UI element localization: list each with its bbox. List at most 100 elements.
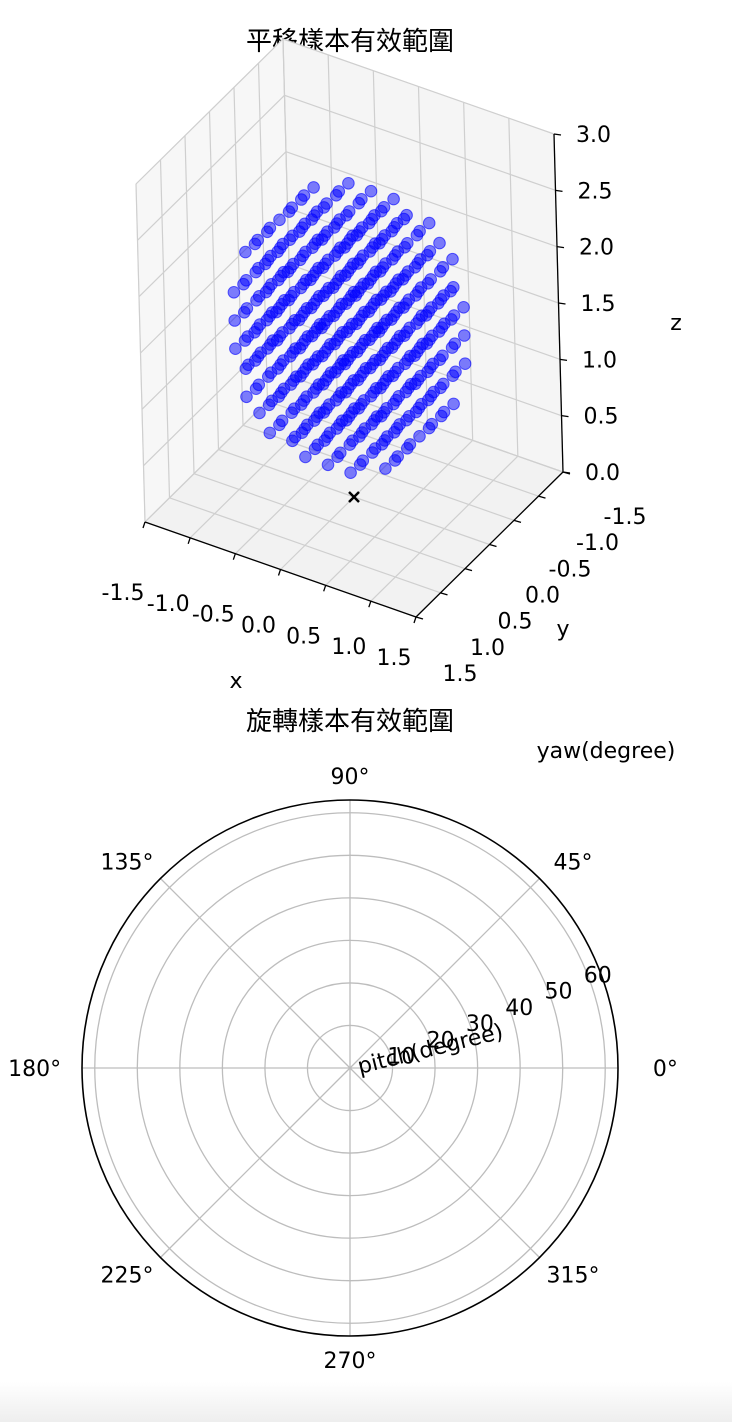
data-point <box>344 466 357 480</box>
data-point <box>401 265 415 278</box>
data-point <box>253 318 267 331</box>
grid-line <box>284 94 556 191</box>
data-point <box>275 414 289 428</box>
data-point <box>301 330 315 343</box>
data-point <box>364 184 378 198</box>
data-point <box>240 390 253 404</box>
data-point <box>286 229 299 243</box>
data-point <box>333 213 346 226</box>
data-point <box>402 293 416 307</box>
grid-line <box>285 151 558 248</box>
data-point <box>342 205 356 218</box>
data-point <box>253 406 266 420</box>
origin-marker <box>348 491 360 503</box>
x-tick-label: -1.5 <box>102 581 145 606</box>
data-point <box>277 354 290 367</box>
data-point <box>391 245 405 258</box>
data-point <box>263 221 277 235</box>
data-point <box>356 454 370 468</box>
theta-tick-label: 315° <box>546 1263 599 1288</box>
bottom-fade <box>0 1382 732 1422</box>
r-tick-label: 10 <box>387 1045 415 1070</box>
data-point <box>392 390 406 403</box>
data-point <box>370 382 383 395</box>
data-point <box>288 402 301 416</box>
data-point <box>265 278 278 291</box>
z-tick-mark <box>562 471 571 474</box>
data-point <box>425 301 438 314</box>
data-point <box>311 350 325 363</box>
z-tick-mark <box>558 302 566 305</box>
data-point <box>447 281 460 294</box>
data-point <box>414 253 427 266</box>
data-point <box>278 294 291 307</box>
z-tick-label: 3.0 <box>576 123 611 148</box>
data-point <box>446 252 459 266</box>
data-point <box>424 273 438 286</box>
data-point <box>437 377 450 391</box>
z-tick-label: 2.0 <box>579 236 614 261</box>
data-point <box>391 361 405 375</box>
data-point <box>336 326 349 339</box>
r-tick-label: 30 <box>466 1012 494 1037</box>
x-tick-mark <box>187 537 191 545</box>
data-point <box>242 358 255 372</box>
data-point <box>346 229 359 242</box>
y-tick-label: -1.5 <box>604 505 647 530</box>
y-tick-mark <box>415 616 424 620</box>
data-point <box>324 366 338 379</box>
data-point <box>449 365 462 379</box>
data-point <box>379 462 392 475</box>
data-point <box>380 402 393 415</box>
z-tick-label: 0.5 <box>584 405 619 430</box>
data-point <box>228 314 241 327</box>
x-tick-mark <box>368 600 372 608</box>
data-point <box>288 314 302 327</box>
data-point <box>310 205 324 218</box>
data-point <box>368 442 382 455</box>
angular-grid-line <box>160 878 351 1069</box>
data-point <box>264 366 278 380</box>
data-point <box>427 385 441 399</box>
data-point <box>404 377 418 391</box>
data-point <box>458 357 472 371</box>
data-point <box>426 357 440 371</box>
z-tick-label: 1.5 <box>581 292 616 317</box>
data-point <box>413 224 426 238</box>
data-point <box>393 301 406 315</box>
x-axis-label: x <box>229 669 242 694</box>
data-point <box>457 301 470 314</box>
data-point <box>356 249 370 262</box>
data-point <box>347 285 361 299</box>
data-point <box>251 233 265 247</box>
y-tick-label: -1.0 <box>576 531 619 556</box>
data-point <box>299 450 312 464</box>
data-point <box>437 289 451 302</box>
data-point <box>335 414 349 428</box>
data-point <box>335 297 349 311</box>
data-point <box>240 302 254 315</box>
data-point <box>299 245 312 259</box>
data-point <box>391 450 405 463</box>
data-points <box>227 177 472 503</box>
data-point <box>252 261 265 275</box>
grid-line <box>193 473 466 570</box>
x-tick-mark <box>232 553 236 560</box>
data-point <box>229 342 242 356</box>
theta-axis-label: yaw(degree) <box>537 739 676 764</box>
data-point <box>320 197 333 210</box>
angular-grid-line <box>349 878 540 1069</box>
data-point <box>321 458 335 472</box>
data-point <box>239 245 252 259</box>
data-point <box>348 402 361 415</box>
data-point <box>288 430 302 444</box>
data-point <box>448 337 462 351</box>
data-point <box>358 305 371 319</box>
data-point <box>265 306 279 319</box>
grid-line <box>135 38 284 185</box>
data-point <box>301 418 314 432</box>
data-point <box>300 302 314 315</box>
polar-frame <box>81 799 619 1337</box>
data-point <box>297 189 311 202</box>
z-tick-mark <box>561 415 569 418</box>
